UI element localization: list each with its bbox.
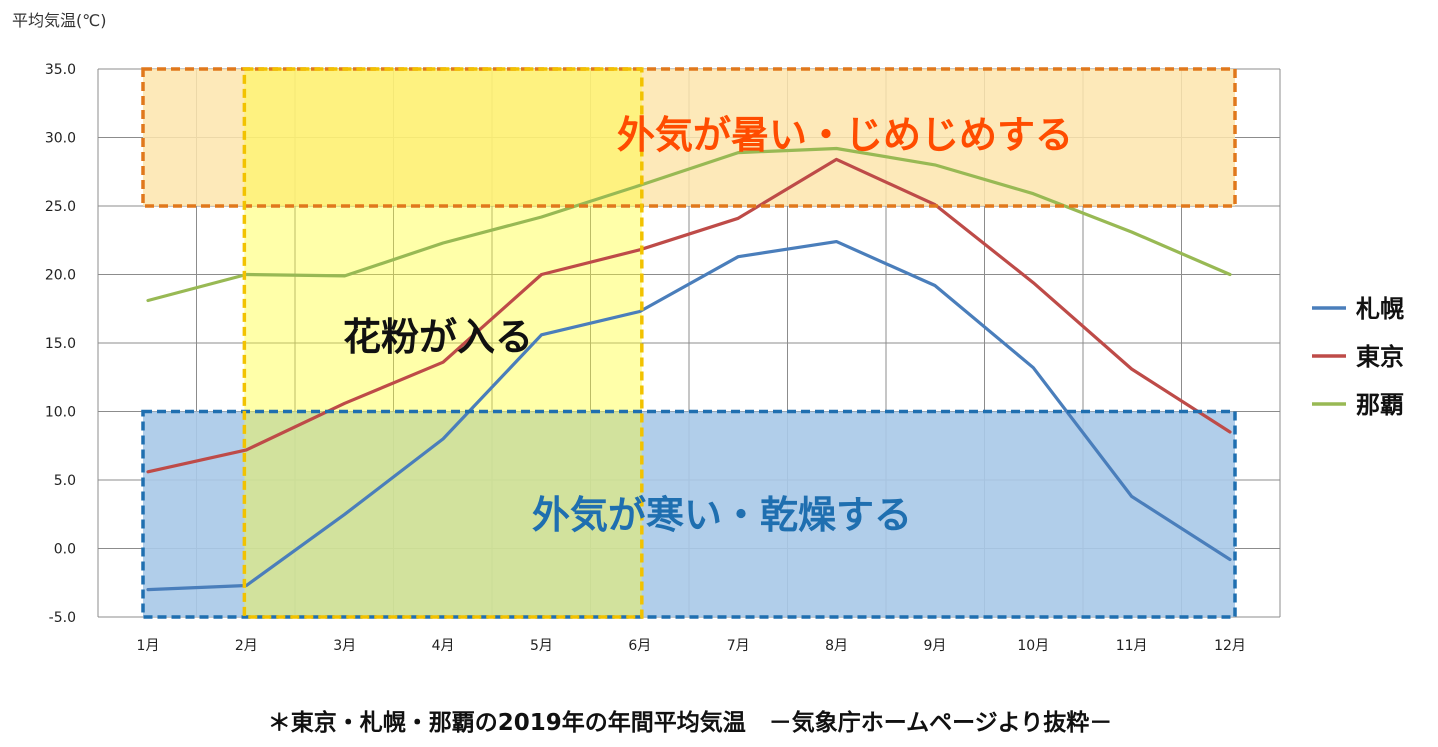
y-tick-label: 5.0 [54,473,76,489]
pollen-zone-border [242,67,644,619]
y-tick-label: 35.0 [45,62,76,78]
x-tick-label: 4月 [432,638,455,654]
legend-entry: 那覇 [1356,391,1404,419]
x-tick-label: 2月 [235,638,258,654]
hot-zone [143,69,1235,206]
chart-caption: ＊東京・札幌・那覇の2019年の年間平均気温 －気象庁ホームページより抜粋－ [268,709,1112,736]
pollen-zone [244,69,642,617]
series-line-那覇 [146,146,1232,303]
legend-entry: 東京 [1356,343,1404,371]
legend-entry: 札幌 [1355,295,1404,323]
x-tick-label: 9月 [923,638,946,654]
x-tick-label: 11月 [1116,638,1148,654]
hot-zone-label: 外気が暑い・じめじめする [617,113,1073,157]
y-tick-label: 10.0 [45,405,76,421]
y-tick-label: 20.0 [45,268,76,284]
cold-zone-label: 外気が寒い・乾燥する [532,493,912,537]
x-tick-label: 6月 [628,638,651,654]
x-tick-label: 10月 [1017,638,1049,654]
pollen-zone-label: 花粉が入る [343,315,533,359]
annotation-zones [143,69,1235,617]
x-tick-label: 8月 [825,638,848,654]
series-line-札幌 [146,240,1232,592]
y-axis-label: 平均気温(℃) [12,11,106,30]
x-tick-label: 12月 [1214,638,1246,654]
y-tick-label: 25.0 [45,199,76,215]
x-tick-label: 7月 [727,638,750,654]
hot-zone-border [141,67,1237,208]
axes: 35.0 30.0 25.0 20.0 15.0 10.0 5.0 0.0 -5.0 1月 2月 3月… [45,62,1246,654]
y-tick-label: -5.0 [49,610,76,626]
y-tick-label: 15.0 [45,336,76,352]
cold-zone [143,411,1235,617]
cold-zone-border [141,409,1237,619]
y-tick-label: 30.0 [45,131,76,147]
y-tick-label: 0.0 [54,542,76,558]
x-tick-label: 3月 [333,638,356,654]
annotation-zone-borders [141,67,1237,619]
x-tick-label: 1月 [137,638,160,654]
x-tick-label: 5月 [530,638,553,654]
